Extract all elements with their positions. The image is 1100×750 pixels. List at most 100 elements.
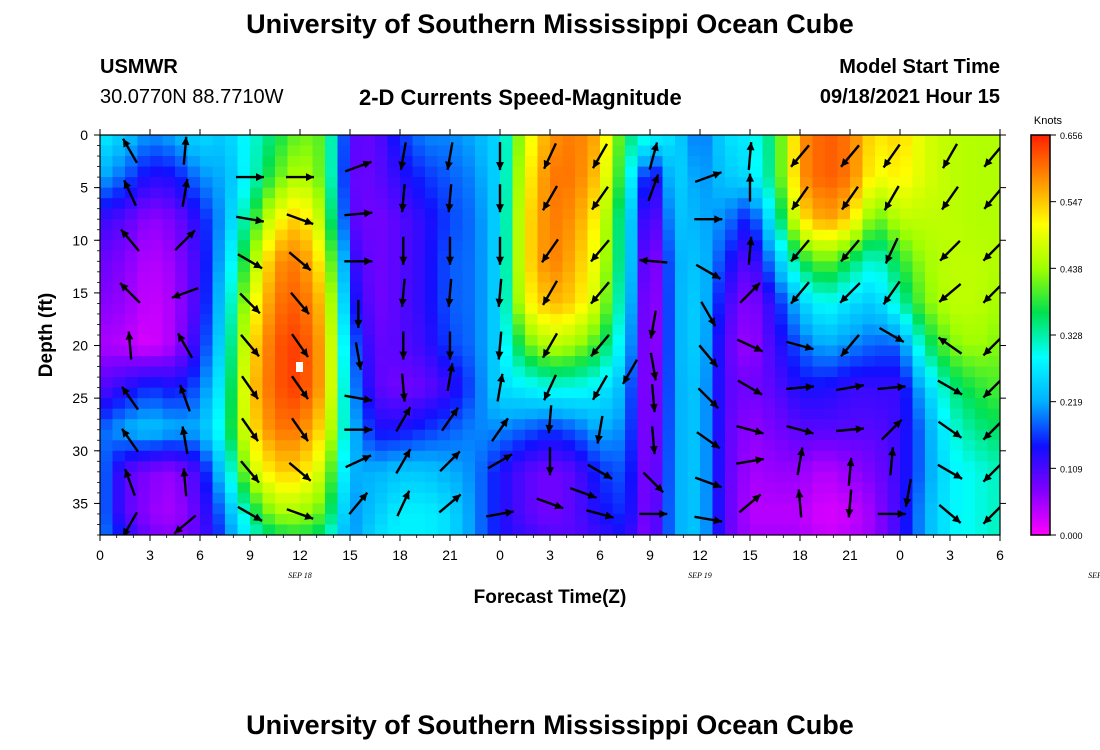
heatmap-cell [787,524,801,535]
heatmap-cell [400,503,414,515]
heatmap-cell [975,156,989,168]
heatmap-cell [687,387,701,399]
heatmap-cell [300,482,314,494]
heatmap-cell [512,313,526,326]
heatmap-cell [150,356,164,368]
heatmap-cell [700,282,714,294]
heatmap-cell [650,229,664,241]
heatmap-cell [650,398,664,410]
heatmap-cell [400,240,414,252]
heatmap-cell [537,356,551,368]
heatmap-cell [362,198,376,210]
heatmap-cell [512,135,526,147]
heatmap-cell [187,335,201,347]
heatmap-cell [262,492,276,505]
heatmap-cell [762,240,776,252]
heatmap-cell [137,219,151,231]
heatmap-cell [987,450,1000,462]
heatmap-cell [862,387,876,399]
heatmap-cell [275,356,289,368]
heatmap-cell [137,292,151,305]
heatmap-cell [525,219,539,231]
heatmap-cell [850,377,864,389]
heatmap-cell [200,219,214,231]
heatmap-cell [887,303,901,315]
heatmap-cell [150,377,164,389]
heatmap-cell [450,324,464,336]
heatmap-cell [425,261,439,273]
heatmap-cell [950,166,964,178]
heatmap-cell [900,408,914,420]
heatmap-cell [737,398,751,410]
heatmap-cell [962,366,976,378]
current-arrow [485,509,515,518]
heatmap-cell [750,450,764,462]
heatmap-cell [112,282,126,294]
heatmap-cell [762,177,776,189]
heatmap-cell [875,282,889,294]
heatmap-cell [450,387,464,399]
heatmap-cell [775,145,789,157]
heatmap-cell [100,271,114,283]
heatmap-cell [412,461,426,473]
heatmap-cell [912,292,926,305]
heatmap-cell [425,198,439,210]
heatmap-cell [837,271,851,283]
heatmap-cell [250,492,264,505]
colorbar-label: 0.328 [1060,331,1083,341]
heatmap-cell [100,471,114,483]
heatmap-cell [675,408,689,420]
heatmap-cell [525,419,539,431]
heatmap-cell [550,377,564,389]
heatmap-cell [875,408,889,420]
heatmap-cell [737,387,751,399]
heatmap-cell [337,419,351,431]
heatmap-cell [137,492,151,505]
current-arrow [176,332,194,359]
heatmap-cell [900,345,914,357]
x-tick-label: 12 [692,547,708,563]
heatmap-cell [912,377,926,389]
heatmap-cell [712,429,726,441]
heatmap-cell [312,271,326,283]
current-arrow [291,375,309,400]
current-arrow [591,186,609,211]
heatmap-cell [162,471,176,483]
heatmap-cell [862,398,876,410]
heatmap-cell [600,524,614,535]
heatmap-cell [412,503,426,515]
current-arrow [591,143,609,169]
heatmap-cell [200,450,214,462]
heatmap-cell [925,398,939,410]
date-label: SEP 19 [688,571,712,580]
heatmap-cell [787,482,801,494]
x-tick-label: 18 [792,547,808,563]
current-arrow [696,431,721,450]
heatmap-cell [175,135,189,147]
heatmap-cell [475,187,489,199]
heatmap-cell [437,219,451,231]
heatmap-cell [662,387,676,399]
heatmap-cell [575,345,589,357]
heatmap-cell [437,429,451,441]
heatmap-cell [375,345,389,357]
heatmap-cell [762,419,776,431]
current-arrow [791,186,809,211]
current-arrow [121,386,139,411]
heatmap-cell [762,271,776,283]
heatmap-cell [575,250,589,262]
heatmap-cell [762,219,776,231]
heatmap-cell [412,198,426,210]
heatmap-cell [500,282,514,294]
heatmap-cell [612,398,626,410]
heatmap-cell [625,292,639,305]
heatmap-cell [312,135,326,147]
heatmap-cell [175,166,189,178]
heatmap-cell [312,461,326,473]
heatmap-cell [112,345,126,357]
heatmap-cell [537,408,551,420]
heatmap-cell [975,177,989,189]
heatmap-cell [437,187,451,199]
heatmap-cell [962,208,976,220]
heatmap-cell [462,387,476,399]
